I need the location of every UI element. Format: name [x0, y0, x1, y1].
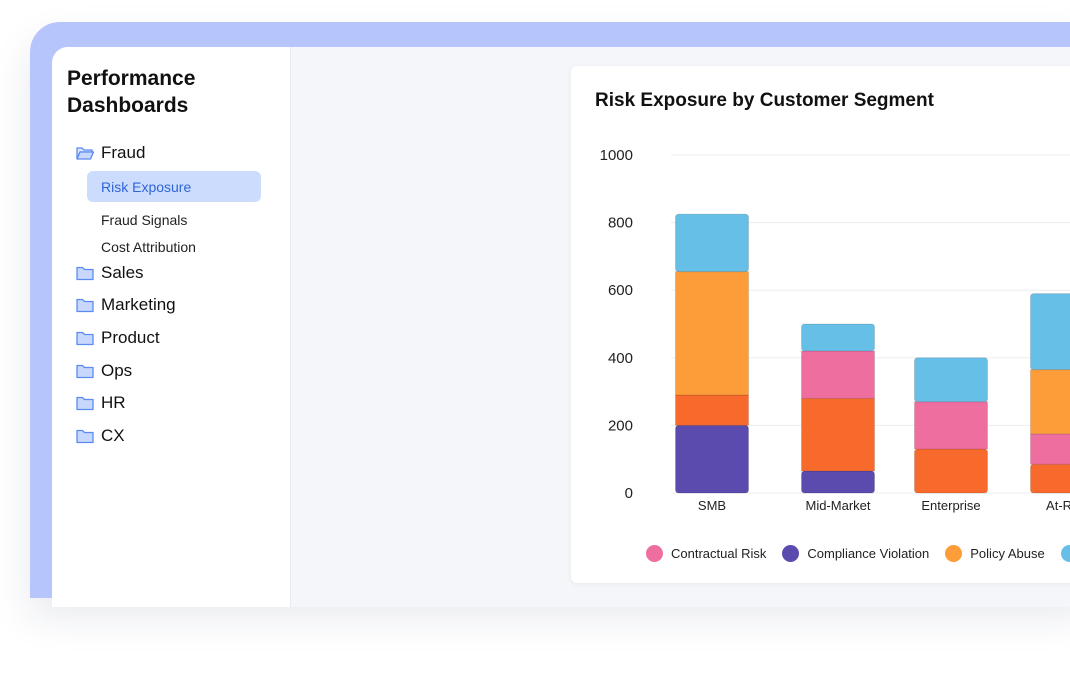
sidebar-folder-label: Sales [101, 263, 144, 282]
sidebar-folder-label: HR [101, 393, 126, 412]
sidebar-folder-product[interactable]: Product [76, 326, 160, 350]
legend-item[interactable]: Contractual Risk [646, 544, 767, 562]
legend-swatch [945, 544, 963, 562]
chart-legend: Contractual Risk Compliance Violation Poli… [646, 541, 1070, 565]
sidebar-folder-label: CX [101, 426, 125, 445]
app-title: Performance Dashboards [67, 67, 196, 117]
sidebar-folder-label: Ops [101, 361, 133, 380]
sidebar-folder-marketing[interactable]: Marketing [76, 293, 176, 317]
bar-segment[interactable] [675, 424, 749, 494]
legend-item[interactable]: Compliance Violation [782, 544, 930, 562]
y-tick-label: 600 [608, 282, 633, 299]
legend-label: Policy Abuse [970, 545, 1045, 561]
bar-segment[interactable] [801, 350, 875, 399]
x-tick-label: Mid-Market [805, 498, 870, 513]
sidebar-folder-sales[interactable]: Sales [76, 261, 144, 285]
legend-item[interactable]: Policy Abuse [945, 544, 1045, 562]
legend-label: Contractual Risk [671, 545, 767, 561]
sidebar-folder-label: Product [101, 328, 160, 347]
legend-swatch [646, 544, 663, 562]
folder-open-icon [76, 145, 95, 161]
bar-segment[interactable] [1030, 463, 1070, 494]
sidebar-item-fraud-signals[interactable]: Fraud Signals [101, 211, 188, 228]
y-tick-label: 400 [608, 350, 633, 367]
sidebar-folder-hr[interactable]: HR [76, 391, 126, 415]
legend-swatch [782, 544, 800, 562]
folder-icon [76, 330, 94, 346]
stacked-bar-chart: 0 200 400 600 800 1000 SMB Mid-Market Enterprise… [600, 147, 1070, 513]
sidebar: Performance Dashboards Fraud Risk Exposu… [52, 47, 291, 607]
sidebar-folder-ops[interactable]: Ops [76, 359, 132, 383]
sidebar-folder-label: Fraud [101, 143, 146, 162]
legend-swatch [1060, 544, 1070, 562]
legend-item[interactable]: Fraud & Abu [1060, 544, 1070, 562]
sidebar-folder-label: Marketing [101, 295, 176, 314]
y-tick-label: 800 [608, 215, 633, 232]
sidebar-folder-cx[interactable]: CX [76, 424, 125, 448]
x-tick-label: At-Risk [1046, 498, 1070, 513]
main-content: 0 200 400 600 800 1000 SMB Mid-Market Enterprise… [291, 47, 1070, 607]
folder-icon [76, 297, 94, 313]
bar-segment[interactable] [801, 323, 875, 352]
legend-label: Compliance Violation [807, 545, 930, 561]
y-tick-label: 0 [625, 485, 633, 502]
sidebar-item-risk-exposure[interactable]: Risk Exposure [87, 171, 261, 202]
folder-icon [76, 395, 94, 411]
folder-icon [76, 265, 94, 281]
bar-segment[interactable] [1030, 293, 1070, 371]
y-tick-label: 1000 [600, 147, 633, 164]
sidebar-folder-fraud[interactable]: Fraud [76, 141, 145, 165]
x-tick-label: Enterprise [921, 498, 980, 513]
bar-segment[interactable] [801, 470, 875, 494]
sidebar-item-cost-attribution[interactable]: Cost Attribution [101, 238, 196, 255]
bar-segment[interactable] [675, 213, 749, 273]
chart-title: Risk Exposure by Customer Segment [595, 90, 934, 111]
bar-segment[interactable] [914, 357, 988, 403]
y-tick-label: 200 [608, 417, 633, 434]
bar-segment[interactable] [675, 271, 749, 396]
bar-segment[interactable] [914, 401, 988, 450]
chart-card: 0 200 400 600 800 1000 SMB Mid-Market Enterprise… [571, 66, 1070, 583]
bar-segment[interactable] [914, 448, 988, 494]
folder-icon [76, 363, 94, 379]
bar-segment[interactable] [1030, 433, 1070, 465]
bar-segment[interactable] [1030, 369, 1070, 435]
bar-segment[interactable] [675, 394, 749, 426]
app-window: Performance Dashboards Fraud Risk Exposu… [52, 47, 1070, 607]
x-tick-label: SMB [698, 498, 726, 513]
folder-icon [76, 428, 94, 444]
bar-segment[interactable] [801, 397, 875, 472]
